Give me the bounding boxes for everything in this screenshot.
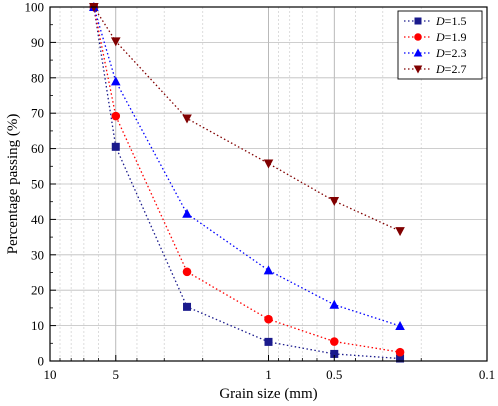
y-tick-label: 90	[31, 35, 44, 50]
x-tick-label: 1	[265, 367, 272, 382]
legend-item: D=2.7	[404, 62, 466, 76]
marker-circle	[329, 337, 339, 346]
marker-triangle-up	[263, 265, 274, 275]
marker-square	[264, 337, 273, 346]
legend-label-variable: D	[435, 14, 445, 28]
y-tick-label: 80	[31, 70, 44, 85]
y-tick-label: 40	[31, 212, 44, 227]
series-layer	[89, 2, 405, 363]
marker-square	[330, 349, 339, 358]
marker-square	[183, 302, 192, 311]
x-tick-label: 0.1	[479, 367, 495, 382]
y-tick-label: 10	[31, 318, 44, 333]
legend-label: D=2.7	[435, 62, 466, 76]
legend-box	[397, 10, 483, 80]
marker-triangle-up	[182, 208, 192, 218]
marker-triangle-down	[395, 227, 405, 237]
legend-label: D=1.5	[435, 14, 466, 28]
x-tick-label: 0.5	[326, 367, 342, 382]
marker-triangle-up	[413, 48, 423, 57]
marker-circle	[182, 267, 192, 277]
marker-circle	[264, 314, 273, 324]
series-4	[89, 3, 405, 237]
legend-label-value: =1.9	[445, 30, 467, 44]
legend-label-value: =1.5	[445, 14, 467, 28]
series-line	[93, 6, 401, 232]
y-tick-label: 50	[31, 177, 44, 192]
legend-label-value: =2.3	[445, 46, 467, 60]
legend-item: D=2.3	[404, 46, 466, 60]
series-line	[93, 6, 401, 327]
marker-triangle-down	[263, 159, 274, 169]
marker-square	[396, 354, 405, 363]
series-line	[93, 6, 401, 360]
marker-square	[111, 142, 120, 151]
legend-label-variable: D	[435, 30, 445, 44]
series-line	[93, 6, 401, 353]
grid-lines	[50, 7, 487, 361]
x-tick-label: 10	[44, 367, 57, 382]
marker-triangle-down	[182, 114, 192, 124]
y-tick-label: 60	[31, 141, 44, 156]
legend-item: D=1.9	[404, 30, 466, 44]
y-tick-label: 30	[31, 247, 44, 262]
marker-triangle-up	[329, 299, 340, 309]
x-tick-label: 5	[113, 367, 120, 382]
legend-label: D=1.9	[435, 30, 466, 44]
marker-triangle-down	[329, 196, 340, 206]
marker-circle	[111, 111, 121, 121]
legend-label-variable: D	[435, 62, 445, 76]
marker-circle	[395, 347, 405, 357]
legend-label: D=2.3	[435, 46, 466, 60]
legend-label-variable: D	[435, 46, 445, 60]
marker-triangle-up	[110, 76, 121, 86]
marker-triangle-down	[110, 37, 121, 47]
y-tick-label: 0	[38, 354, 45, 369]
y-axis-title: Percentage passing (%)	[5, 114, 21, 255]
marker-triangle-up	[395, 320, 405, 330]
marker-triangle-down	[413, 65, 423, 74]
legend-label-value: =2.7	[445, 62, 467, 76]
legend-item: D=1.5	[404, 14, 466, 28]
y-tick-label: 20	[31, 283, 44, 298]
y-tick-label: 100	[25, 0, 45, 15]
marker-square	[414, 17, 422, 25]
series-3	[89, 2, 405, 330]
y-tick-label: 70	[31, 106, 44, 121]
x-axis-title: Grain size (mm)	[219, 386, 317, 402]
legend: D=1.5D=1.9D=2.3D=2.7	[397, 10, 483, 80]
marker-circle	[414, 33, 422, 41]
